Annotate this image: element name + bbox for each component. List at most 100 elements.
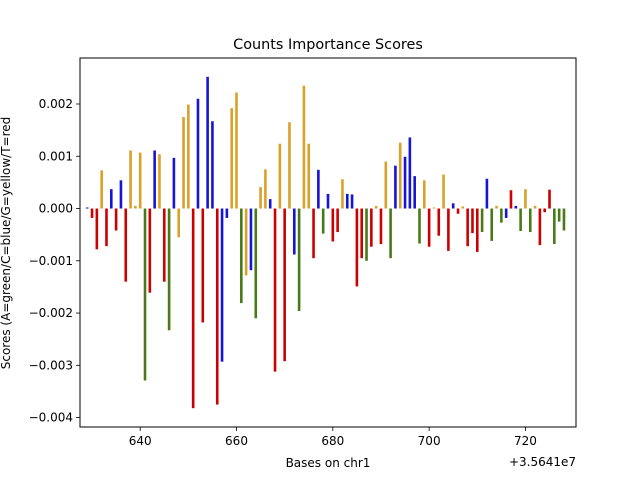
y-tick-label: −0.002: [29, 306, 73, 320]
x-tick-label: 700: [418, 434, 441, 448]
plot-frame: [79, 57, 577, 428]
bar-G-662: [244, 208, 248, 276]
bar-C-629: [85, 207, 89, 209]
bar-G-659: [230, 108, 233, 209]
bar-A-711: [480, 208, 484, 233]
bar-C-634: [110, 189, 113, 209]
bar-A-728: [562, 208, 566, 231]
bar-T-706: [456, 208, 460, 214]
bar-T-702: [437, 208, 441, 236]
bar-T-724: [543, 208, 546, 213]
bar-G-666: [264, 169, 267, 209]
bar-C-667: [268, 199, 272, 209]
bar-G-669: [278, 143, 282, 209]
bars-group: [85, 76, 566, 409]
x-axis-offset-label: +3.5641e7: [509, 455, 576, 469]
bar-T-653: [201, 208, 205, 323]
bar-G-703: [442, 174, 445, 209]
bar-C-657: [220, 208, 224, 362]
bar-C-718: [514, 205, 518, 209]
x-axis-label: Bases on chr1: [286, 456, 371, 470]
bar-C-647: [172, 157, 176, 209]
bar-T-700: [427, 208, 431, 247]
bar-C-712: [485, 178, 489, 209]
bar-A-661: [240, 208, 243, 304]
bar-T-635: [114, 208, 118, 231]
bar-C-684: [350, 194, 354, 209]
bar-G-650: [187, 104, 190, 209]
bar-G-691: [384, 161, 388, 209]
bar-G-632: [100, 170, 103, 209]
bar-A-715: [500, 208, 503, 223]
bar-C-705: [451, 203, 455, 209]
bar-G-699: [423, 180, 426, 209]
bar-G-665: [259, 187, 262, 209]
bar-T-709: [471, 208, 474, 234]
bar-A-641: [143, 208, 147, 381]
bar-T-651: [191, 208, 195, 409]
bar-G-675: [307, 143, 311, 209]
bar-T-668: [273, 208, 277, 372]
bar-C-716: [504, 208, 508, 218]
bar-C-672: [292, 208, 296, 255]
bar-A-687: [365, 208, 368, 261]
bar-C-652: [196, 98, 200, 209]
x-tick-label: 680: [321, 434, 344, 448]
bar-C-654: [206, 76, 209, 209]
x-tick-label: 660: [225, 434, 248, 448]
bar-T-725: [548, 189, 551, 209]
bar-T-685: [355, 208, 359, 287]
bar-G-671: [288, 122, 291, 209]
chart-title: Counts Importance Scores: [233, 37, 423, 53]
bar-C-697: [413, 176, 416, 209]
y-tick-label: 0.002: [39, 97, 73, 111]
bar-G-640: [138, 152, 142, 209]
bar-T-680: [331, 208, 335, 242]
bar-G-648: [177, 208, 181, 238]
bar-C-695: [403, 156, 407, 209]
x-tick-label: 720: [514, 434, 537, 448]
bar-C-643: [153, 150, 156, 209]
y-tick-label: −0.004: [29, 411, 73, 425]
bar-G-638: [129, 150, 132, 209]
bar-A-713: [490, 208, 494, 241]
bar-A-726: [553, 208, 556, 245]
bar-A-678: [321, 208, 325, 234]
bar-G-701: [432, 207, 436, 209]
bar-T-681: [336, 208, 339, 233]
bar-G-714: [495, 205, 498, 209]
bar-G-639: [134, 205, 137, 209]
bar-C-683: [345, 193, 349, 209]
bar-C-658: [225, 208, 229, 218]
bar-A-698: [418, 208, 421, 244]
bar-C-693: [394, 165, 397, 209]
bar-T-656: [215, 208, 219, 405]
bar-T-690: [379, 208, 383, 245]
bar-G-694: [398, 142, 402, 209]
bar-T-710: [475, 208, 479, 252]
bar-C-636: [119, 180, 123, 209]
bar-T-645: [162, 208, 166, 282]
bar-G-644: [158, 154, 161, 209]
bar-T-708: [466, 208, 469, 247]
bar-C-677: [317, 169, 320, 209]
bar-T-631: [95, 208, 99, 250]
bar-T-642: [148, 208, 152, 293]
bar-G-689: [374, 205, 378, 209]
y-tick-label: −0.001: [29, 254, 73, 268]
bar-G-674: [302, 85, 306, 209]
bar-T-688: [370, 208, 373, 247]
x-tick-label: 640: [129, 434, 152, 448]
bar-A-719: [519, 208, 522, 231]
bar-C-655: [211, 121, 214, 209]
bar-T-670: [283, 208, 286, 362]
bar-C-679: [326, 193, 330, 209]
bar-A-727: [557, 208, 561, 222]
bar-A-673: [297, 208, 301, 311]
bar-G-682: [341, 179, 344, 209]
bar-T-630: [90, 208, 94, 218]
bar-A-721: [528, 208, 532, 233]
bar-G-707: [461, 206, 465, 209]
y-axis-ticks: 0.002 0.001 0.000 −0.001 −0.002 −0.003 −0.004: [29, 97, 80, 425]
